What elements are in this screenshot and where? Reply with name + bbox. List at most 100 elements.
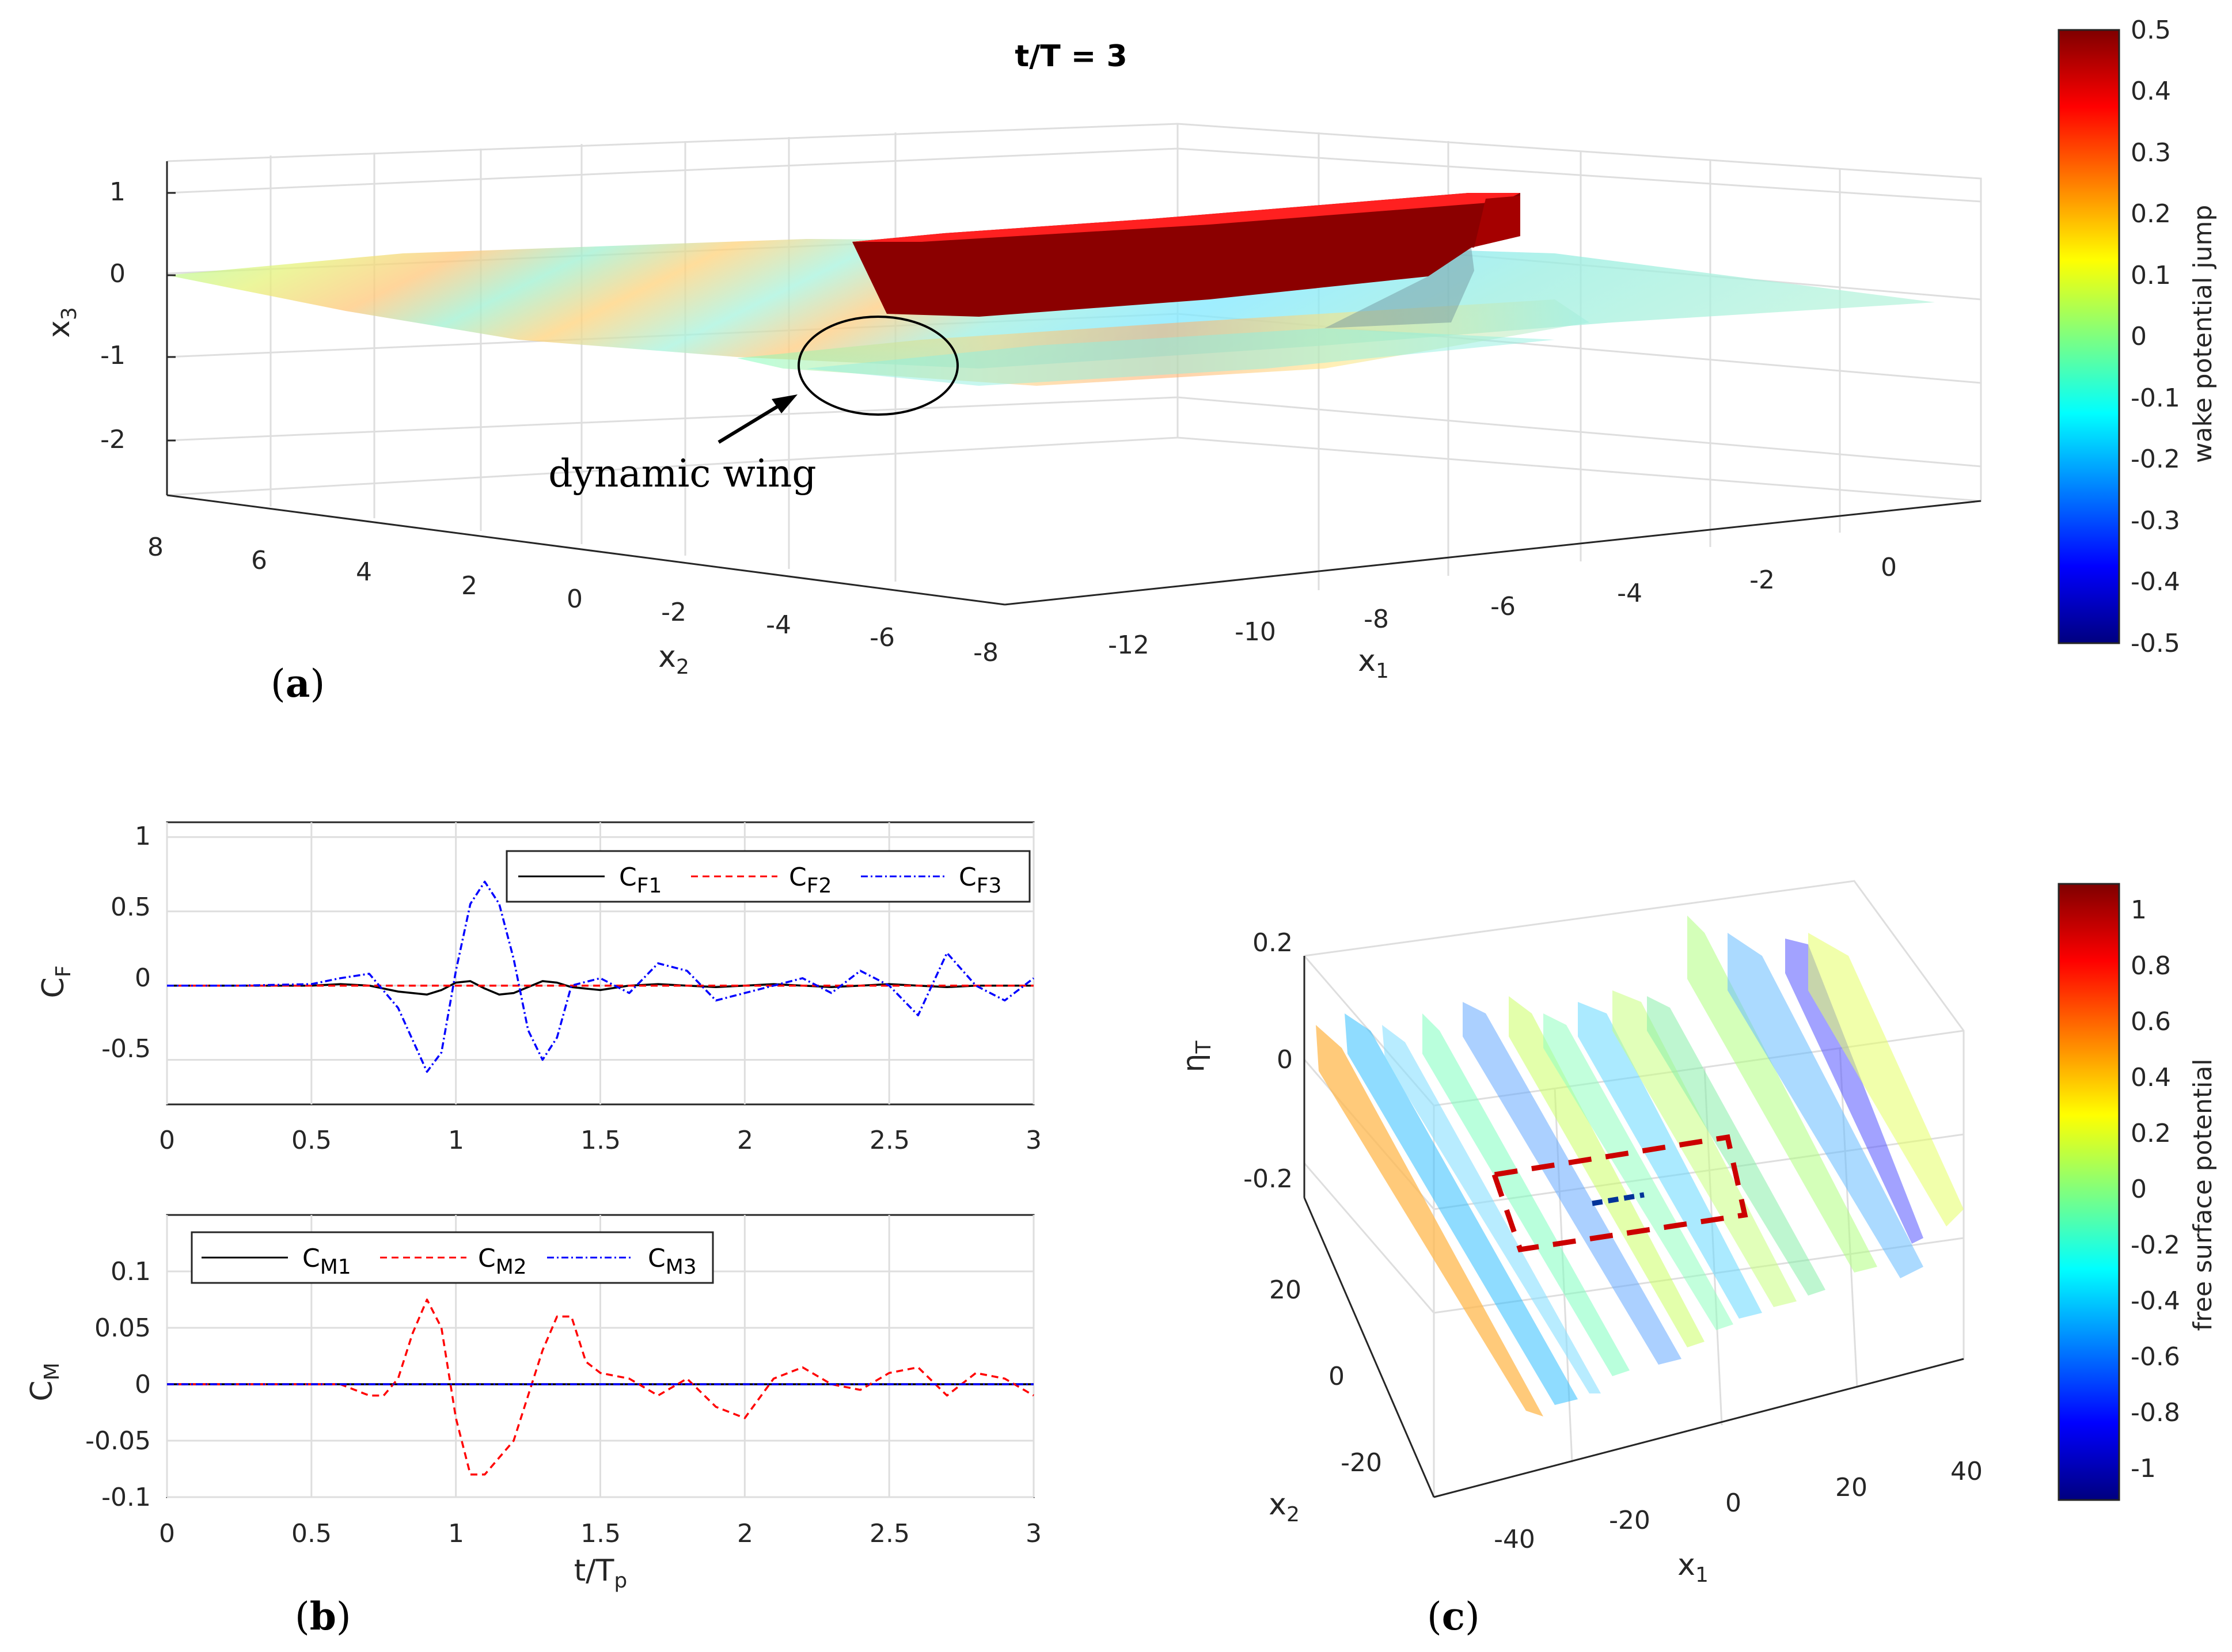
x2-tick: -4 — [766, 610, 791, 640]
x1-tick: 0 — [1881, 553, 1897, 582]
panel-c-x2-tick: 0 — [1328, 1362, 1345, 1391]
cf-series-lines — [167, 880, 1035, 1073]
annotation-arrow — [718, 401, 784, 444]
panel-c-x1-tick: 0 — [1725, 1488, 1741, 1518]
cm-legend-m3: CM3 — [648, 1244, 697, 1279]
cm-x-tick: 0.5 — [291, 1519, 332, 1548]
panel-c-x2-tick: -20 — [1341, 1448, 1382, 1478]
cm-legend: CM1 CM2 CM3 — [191, 1231, 714, 1284]
eta-tick: 0 — [1277, 1045, 1293, 1074]
panel-c-x1-tick: 20 — [1835, 1473, 1867, 1502]
panel-c-axes — [1303, 956, 1964, 1498]
x3-axis-label: x3 — [42, 307, 81, 338]
x2-tick: 4 — [356, 557, 372, 587]
panel-c-x2-ticks: 20 0 -20 — [1269, 1275, 1382, 1478]
colorbar-c-tick: 0.4 — [2131, 1063, 2171, 1092]
cf-x-tick: 2.5 — [870, 1126, 910, 1155]
cm-x-tick: 2.5 — [870, 1519, 910, 1548]
colorbar-c-tick: -1 — [2131, 1454, 2156, 1483]
x1-tick: -6 — [1490, 592, 1516, 621]
panel-b: 1 0.5 0 -0.5 0 0.5 1 1.5 2 2.5 3 CF CF1 — [25, 821, 1042, 1639]
eta-tick: -0.2 — [1243, 1164, 1293, 1194]
colorbar-a-gradient — [2058, 29, 2120, 644]
cm-x-tick: 2 — [737, 1519, 753, 1548]
panel-c-x1-ticks: -40 -20 0 20 40 — [1494, 1457, 1983, 1554]
colorbar-c-tick: -0.6 — [2131, 1342, 2180, 1372]
x2-tick: -6 — [870, 623, 895, 652]
cm-y-tick: -0.05 — [85, 1426, 151, 1456]
annotation-text: dynamic wing — [548, 451, 816, 496]
colorbar-a-tick: 0.3 — [2131, 138, 2171, 168]
colorbar-a-tick: 0.4 — [2131, 77, 2171, 106]
colorbar-c-tick: 0.2 — [2131, 1119, 2171, 1148]
x2-tick: -8 — [973, 638, 999, 667]
panel-c-x1-tick: 40 — [1950, 1457, 1983, 1486]
colorbar-c-tick: -0.4 — [2131, 1286, 2180, 1316]
cm-y-axis-label: CM — [25, 1362, 64, 1401]
cf-plot: 1 0.5 0 -0.5 0 0.5 1 1.5 2 2.5 3 CF CF1 — [36, 821, 1042, 1155]
x3-ticks: 1 0 -1 -2 — [100, 177, 126, 454]
colorbar-c-ticks: 1 0.8 0.6 0.4 0.2 0 -0.2 -0.4 -0.6 -0.8 … — [2131, 895, 2180, 1483]
free-surface-wave-sheets — [1316, 916, 1964, 1416]
x1-axis-label: x1 — [1358, 644, 1389, 683]
dynamic-wing-annotation: dynamic wing — [548, 316, 959, 496]
colorbar-a-tick: 0.1 — [2131, 261, 2171, 290]
x1-tick: -12 — [1108, 631, 1149, 660]
x3-tick: -1 — [100, 341, 126, 370]
cf-x-ticks: 0 0.5 1 1.5 2 2.5 3 — [159, 1126, 1042, 1155]
cf-y-tick: -0.5 — [101, 1034, 151, 1064]
x3-tick: -2 — [100, 425, 126, 454]
eta-tick: 0.2 — [1252, 928, 1293, 958]
x1-tick: -4 — [1617, 579, 1642, 608]
annotation-arrowhead — [772, 394, 798, 413]
panel-c-x1-axis-label: x1 — [1677, 1548, 1709, 1587]
cm-x-tick: 1.5 — [580, 1519, 621, 1548]
cm-y-tick: 0.1 — [111, 1257, 151, 1286]
panel-a-title: t/T = 3 — [1015, 39, 1127, 74]
cm-plot: 0.1 0.05 0 -0.05 -0.1 0 0.5 1 1.5 2 2.5 … — [25, 1214, 1042, 1593]
x2-tick: 0 — [567, 584, 583, 614]
panel-c-x2-tick: 20 — [1269, 1275, 1301, 1305]
x1-ticks: -12 -10 -8 -6 -4 -2 0 — [1108, 553, 1897, 660]
x2-tick: 2 — [461, 571, 477, 601]
panel-a-axes — [166, 161, 1982, 606]
colorbar-c-tick: 0 — [2131, 1175, 2147, 1204]
colorbar-c-tick: 0.8 — [2131, 951, 2171, 981]
cf-x-tick: 0 — [159, 1126, 175, 1155]
cm-x-tick: 0 — [159, 1519, 175, 1548]
x3-tick: 1 — [109, 177, 126, 207]
x2-tick: 8 — [147, 533, 164, 562]
x2-tick: -2 — [661, 598, 686, 627]
colorbar-c-tick: -0.2 — [2131, 1231, 2180, 1260]
cm-series-cm2 — [167, 1298, 1034, 1476]
colorbar-a-tick: -0.3 — [2131, 506, 2180, 536]
panel-c-label: (c) — [1427, 1594, 1480, 1639]
colorbar-a-tick: -0.2 — [2131, 445, 2180, 474]
colorbar-a-tick: -0.1 — [2131, 383, 2180, 413]
cm-legend-m1: CM1 — [302, 1244, 351, 1279]
cm-y-tick: -0.1 — [101, 1483, 151, 1512]
colorbar-a-tick: 0.5 — [2131, 16, 2171, 45]
panel-c-x1-tick: -40 — [1494, 1525, 1535, 1554]
colorbar-a-tick: -0.4 — [2131, 567, 2180, 597]
colorbar-c-label: free surface potential — [2188, 1058, 2218, 1331]
colorbar-c-gradient — [2058, 883, 2120, 1501]
cm-series-lines — [167, 1298, 1034, 1476]
cf-legend: CF1 CF2 CF3 — [506, 850, 1031, 903]
x2-ticks: 8 6 4 2 0 -2 -4 -6 -8 — [147, 533, 999, 667]
cf-x-tick: 1 — [448, 1126, 464, 1155]
cm-y-tick: 0 — [135, 1370, 151, 1399]
panel-c: 0.2 0 -0.2 ηT 20 0 -20 x2 -40 -20 0 20 4… — [1176, 880, 2218, 1639]
cm-x-tick: 1 — [448, 1519, 464, 1548]
panel-c-x2-axis-label: x2 — [1269, 1487, 1300, 1526]
cf-x-tick: 0.5 — [291, 1126, 332, 1155]
panel-c-colorbar: 1 0.8 0.6 0.4 0.2 0 -0.2 -0.4 -0.6 -0.8 … — [2058, 883, 2218, 1501]
cm-x-ticks: 0 0.5 1 1.5 2 2.5 3 — [159, 1519, 1042, 1548]
colorbar-c-tick: 0.6 — [2131, 1007, 2171, 1036]
eta-ticks: 0.2 0 -0.2 — [1243, 928, 1293, 1194]
colorbar-a-label: wake potential jump — [2188, 205, 2218, 464]
cm-y-ticks: 0.1 0.05 0 -0.05 -0.1 — [85, 1257, 151, 1512]
x3-tick: 0 — [109, 259, 126, 288]
dynamic-wing-body — [852, 193, 1520, 328]
